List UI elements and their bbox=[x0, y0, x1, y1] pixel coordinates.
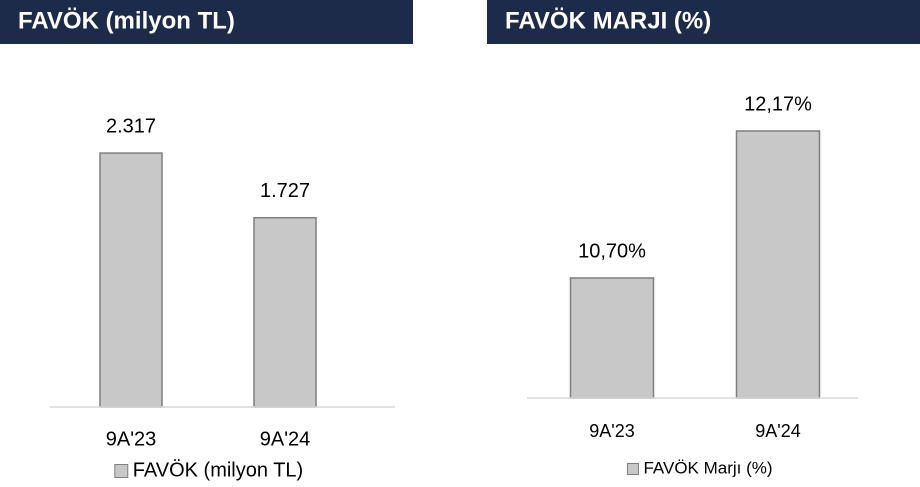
data-label: 1.727 bbox=[260, 180, 310, 202]
bar bbox=[735, 130, 821, 399]
x-tick-label: 9A'24 bbox=[755, 421, 800, 441]
x-tick-label: 9A'23 bbox=[106, 428, 157, 450]
bar bbox=[99, 152, 163, 408]
data-label: 10,70% bbox=[578, 240, 646, 262]
bar bbox=[253, 216, 317, 408]
header-bar bbox=[487, 0, 920, 44]
chart-title: FAVÖK MARJI (%) bbox=[505, 7, 711, 34]
x-tick-label: 9A'23 bbox=[589, 421, 634, 441]
data-label: 12,17% bbox=[744, 93, 812, 115]
data-label: 2.317 bbox=[106, 115, 156, 137]
x-tick-label: 9A'24 bbox=[260, 428, 311, 450]
chart-title: FAVÖK (milyon TL) bbox=[18, 7, 235, 34]
legend-swatch bbox=[626, 463, 639, 475]
legend-label: FAVÖK Marjı (%) bbox=[643, 458, 772, 477]
legend-label: FAVÖK (milyon TL) bbox=[133, 459, 303, 481]
header-bar bbox=[0, 0, 413, 44]
bar bbox=[569, 277, 655, 399]
legend-swatch bbox=[114, 464, 129, 478]
